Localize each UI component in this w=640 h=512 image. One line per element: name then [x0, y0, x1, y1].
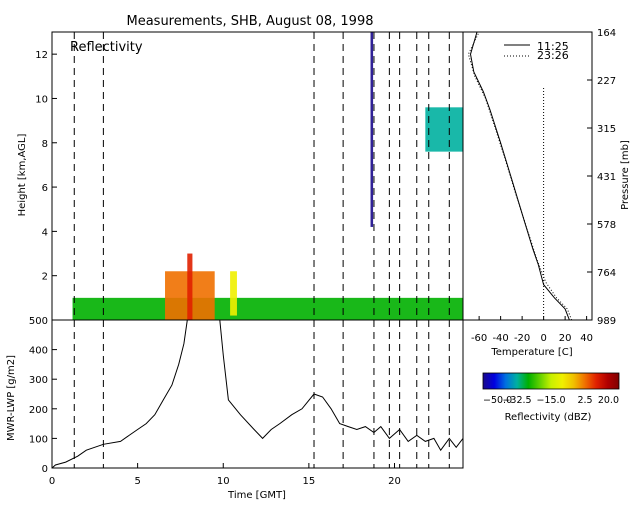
temperature-profiles [467, 31, 573, 321]
pressure-tick-label: 764 [597, 268, 616, 279]
time-axis-label: Time [GMT] [227, 490, 286, 501]
height-tick-label: 2 [42, 272, 48, 283]
height-axis-ticks: 2 4 6 8 10 12 [35, 50, 57, 283]
lwp-tick-label: 500 [29, 316, 48, 327]
reflectivity-regions [72, 32, 463, 320]
legend-label-1: 11:25 [537, 40, 569, 53]
legend-label-2: 23:26 [537, 49, 569, 62]
time-tick-label: 0 [49, 476, 55, 487]
temperature-tick-label: -40 [492, 333, 508, 344]
lwp-tick-label: 100 [29, 434, 48, 445]
lwp-axis-label: MWR-LWP [g/m2] [6, 355, 17, 441]
temperature-line-0 [469, 31, 570, 321]
pressure-tick-label: 578 [597, 220, 616, 231]
temperature-tick-label: 20 [559, 333, 572, 344]
temperature-tick-label: 40 [580, 333, 593, 344]
pressure-axis-label: Pressure [mb] [620, 140, 631, 210]
lwp-tick-label: 0 [42, 464, 48, 475]
reflectivity-frame [51, 31, 464, 321]
time-tick-label: 10 [217, 476, 230, 487]
lwp-series [52, 320, 463, 468]
colorbar-tick-label: 20.0 [598, 395, 619, 406]
temperature-line-1 [467, 31, 573, 321]
chart-title: Measurements, SHB, August 08, 1998 [126, 14, 373, 29]
colorbar-tick-label: −50.0 [483, 395, 512, 406]
legend: 11:25 23:26 [504, 40, 569, 62]
height-tick-label: 12 [35, 50, 48, 61]
pressure-axis-ticks: 164 227 315 431 578 764 989 [587, 28, 616, 327]
temperature-frame [462, 31, 593, 321]
time-tick-label: 5 [134, 476, 140, 487]
colorbar-tick-label: −32.5 [502, 395, 531, 406]
time-tick-label: 20 [388, 476, 401, 487]
colorbar-gradient [482, 372, 620, 390]
lwp-tick-label: 300 [29, 375, 48, 386]
height-tick-label: 8 [42, 139, 48, 150]
lwp-axis-ticks: 0 100 200 300 400 500 0 5 10 15 20 [29, 316, 401, 487]
reflectivity-region-2 [187, 253, 193, 320]
pressure-tick-label: 989 [597, 316, 616, 327]
temperature-tick-label: 0 [540, 333, 546, 344]
temperature-panel: -60 -40 -20 0 20 40 164 227 315 431 578 764 989 Tem… [462, 28, 631, 358]
reflectivity-region-5 [370, 32, 374, 227]
panel-label: Reflectivity [70, 40, 143, 55]
temperature-tick-label: -20 [514, 333, 530, 344]
lwp-frame [51, 319, 464, 469]
height-axis-label: Height [km,AGL] [17, 134, 28, 217]
reflectivity-region-4 [425, 107, 463, 152]
top-dashed-lines [73, 32, 450, 320]
colorbar-ticks: −50.0−32.5 −15.0 2.5 20.0 [483, 395, 619, 406]
colorbar: −50.0−32.5 −15.0 2.5 20.0 Reflectivity (dBZ… [482, 372, 620, 423]
lwp-tick-label: 400 [29, 346, 48, 357]
bottom-dashed-lines [73, 320, 450, 468]
height-tick-label: 10 [35, 94, 48, 105]
pressure-tick-label: 315 [597, 124, 616, 135]
temperature-tick-label: -60 [471, 333, 487, 344]
height-tick-label: 4 [42, 227, 48, 238]
colorbar-label: Reflectivity (dBZ) [505, 412, 592, 423]
reflectivity-panel: 2 4 6 8 10 12 Reflectivity Height [km,AGL] [17, 31, 464, 321]
pressure-tick-label: 431 [597, 172, 616, 183]
height-tick-label: 6 [42, 183, 48, 194]
lwp-line-0 [52, 320, 463, 468]
temperature-axis-label: Temperature [C] [490, 347, 572, 358]
lwp-tick-label: 200 [29, 405, 48, 416]
pressure-tick-label: 164 [597, 28, 616, 39]
reflectivity-region-3 [230, 271, 237, 316]
colorbar-tick-label: 2.5 [577, 395, 592, 406]
pressure-tick-label: 227 [597, 76, 616, 87]
temperature-axis-ticks: -60 -40 -20 0 20 40 [471, 316, 593, 344]
colorbar-tick-label: −15.0 [536, 395, 565, 406]
time-tick-label: 15 [303, 476, 316, 487]
reflectivity-region-0 [72, 297, 463, 320]
